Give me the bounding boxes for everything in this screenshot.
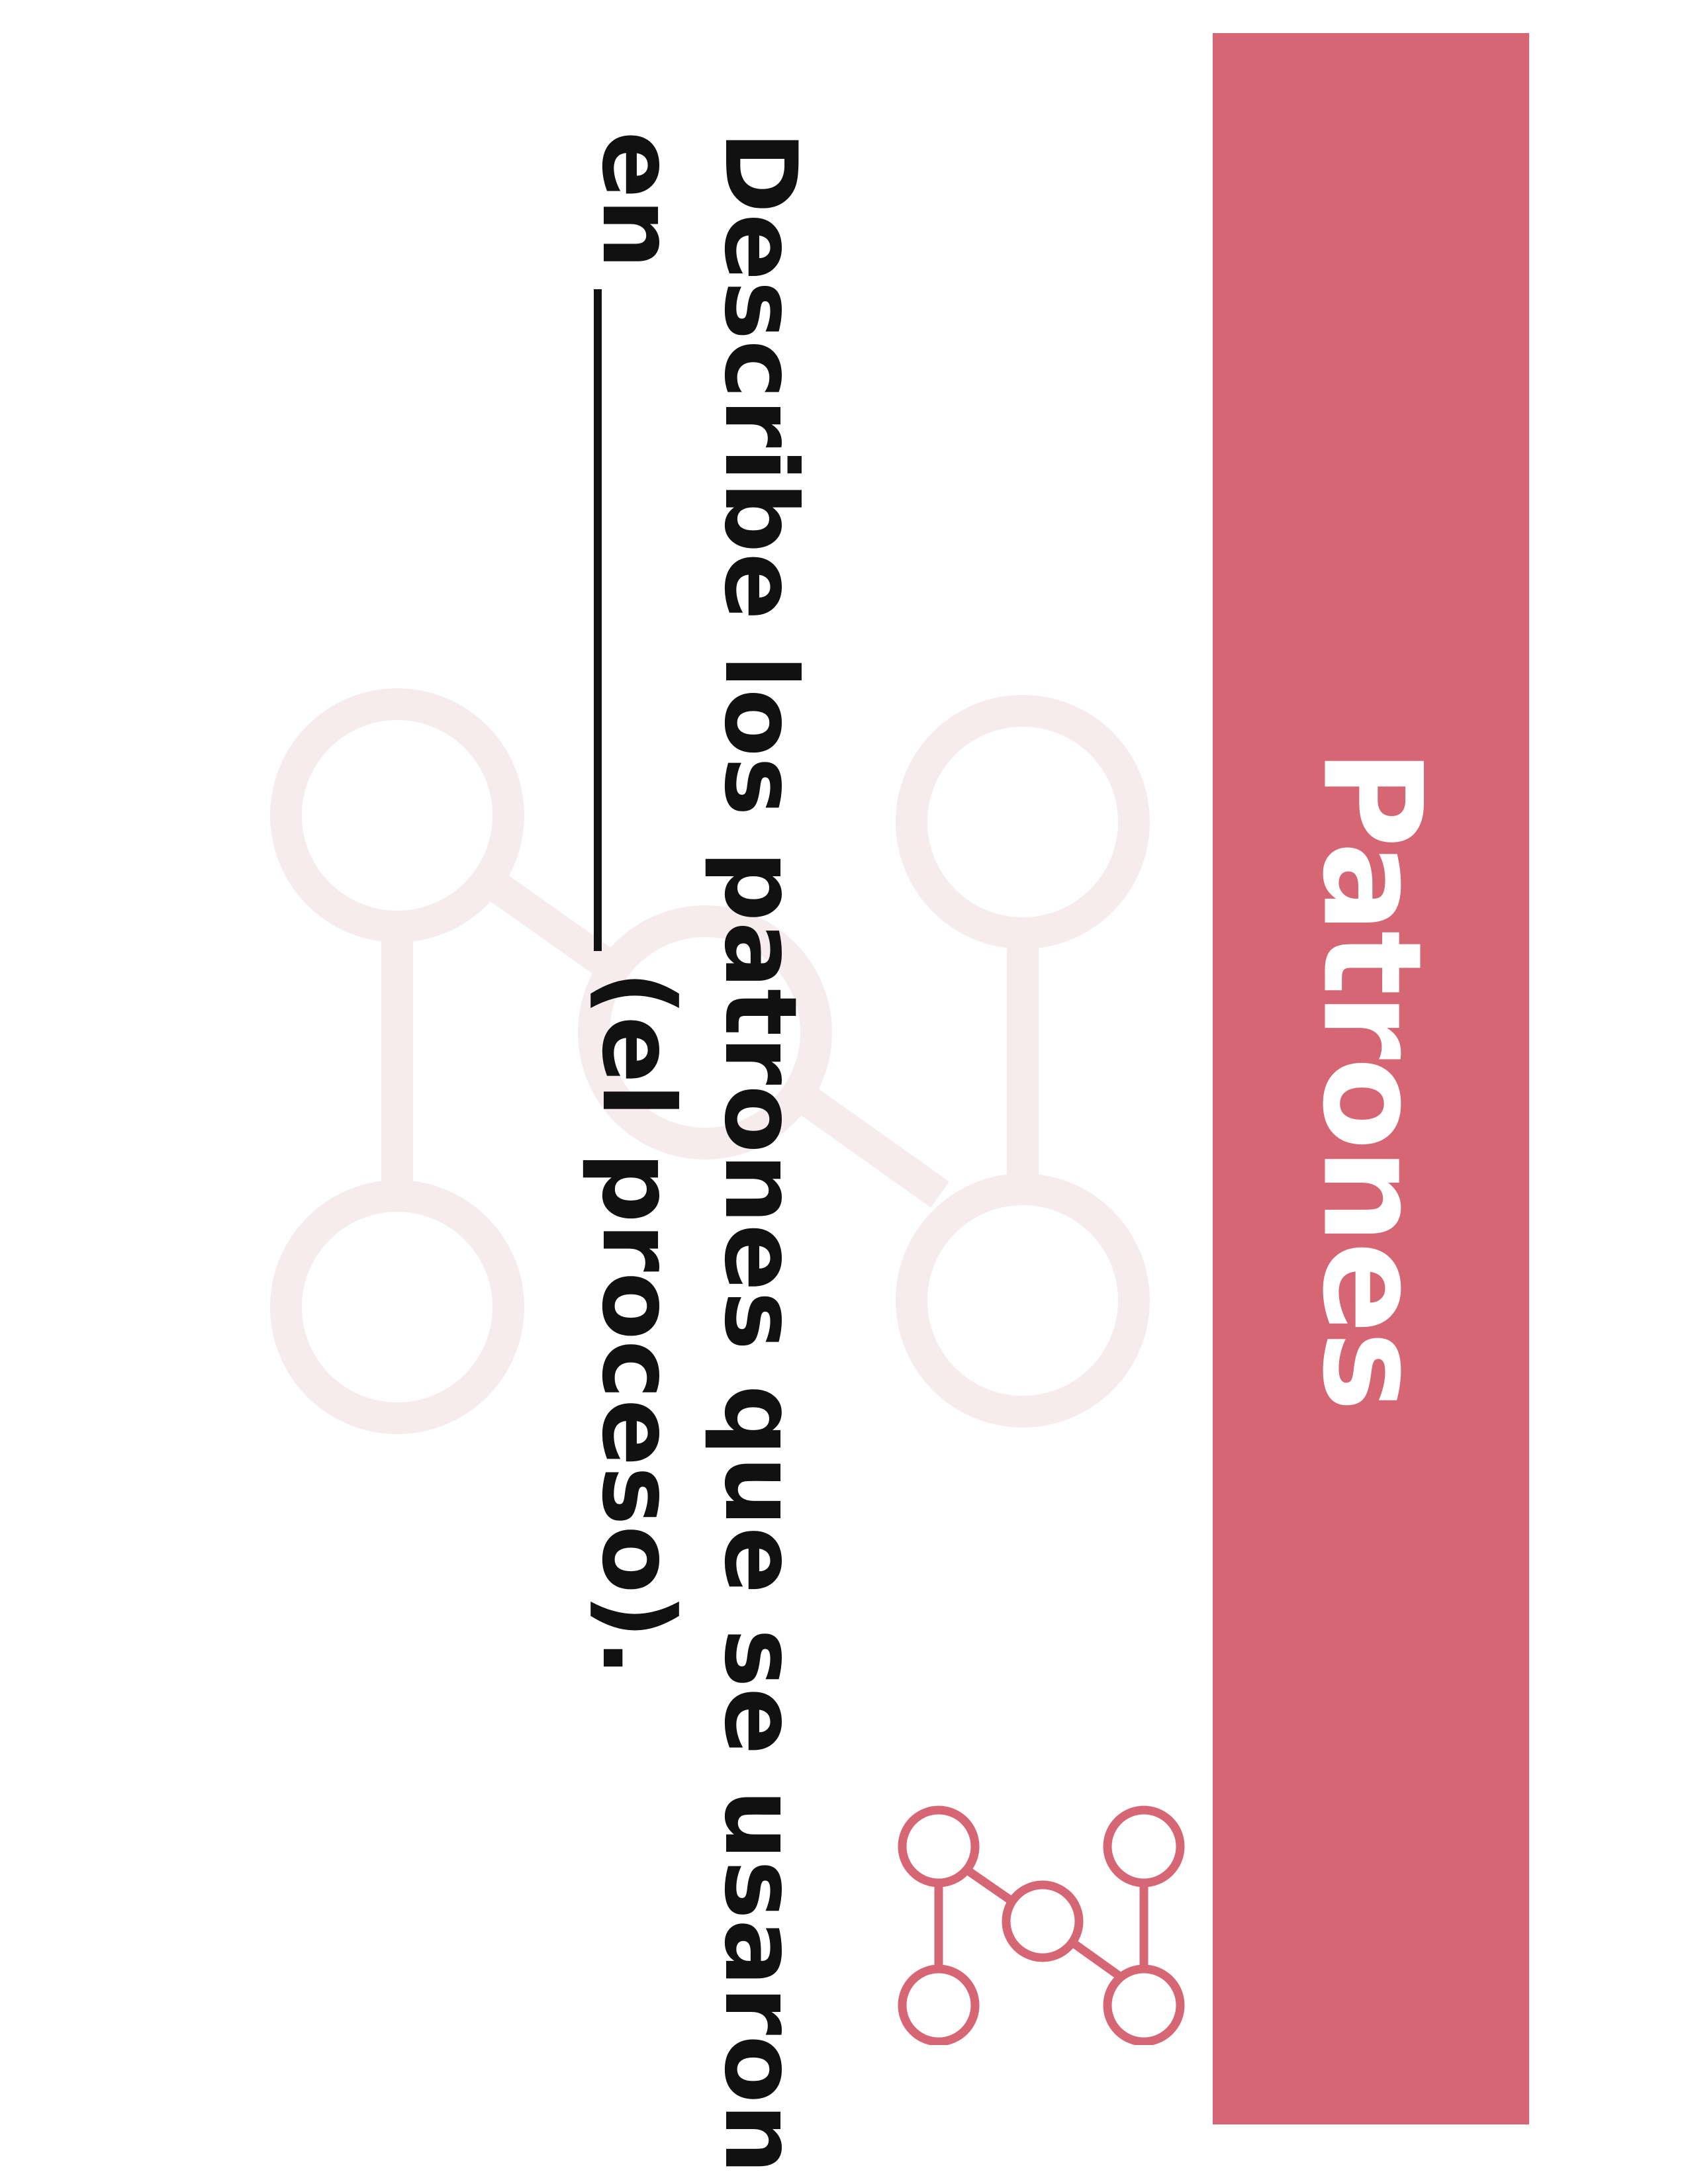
network-graph-icon [898,1805,1185,2045]
title-banner: Patrones [1213,33,1529,2124]
question-block: Describe los patrones que se usaron en (e… [580,131,1350,2174]
question-suffix: (el proceso). [580,970,695,1677]
answer-blank-line [594,289,602,951]
question-prefix: en [580,131,695,269]
question-line-1: Describe los patrones que se usaron [702,131,818,2174]
question-line-2: en (el proceso). [576,131,698,2050]
